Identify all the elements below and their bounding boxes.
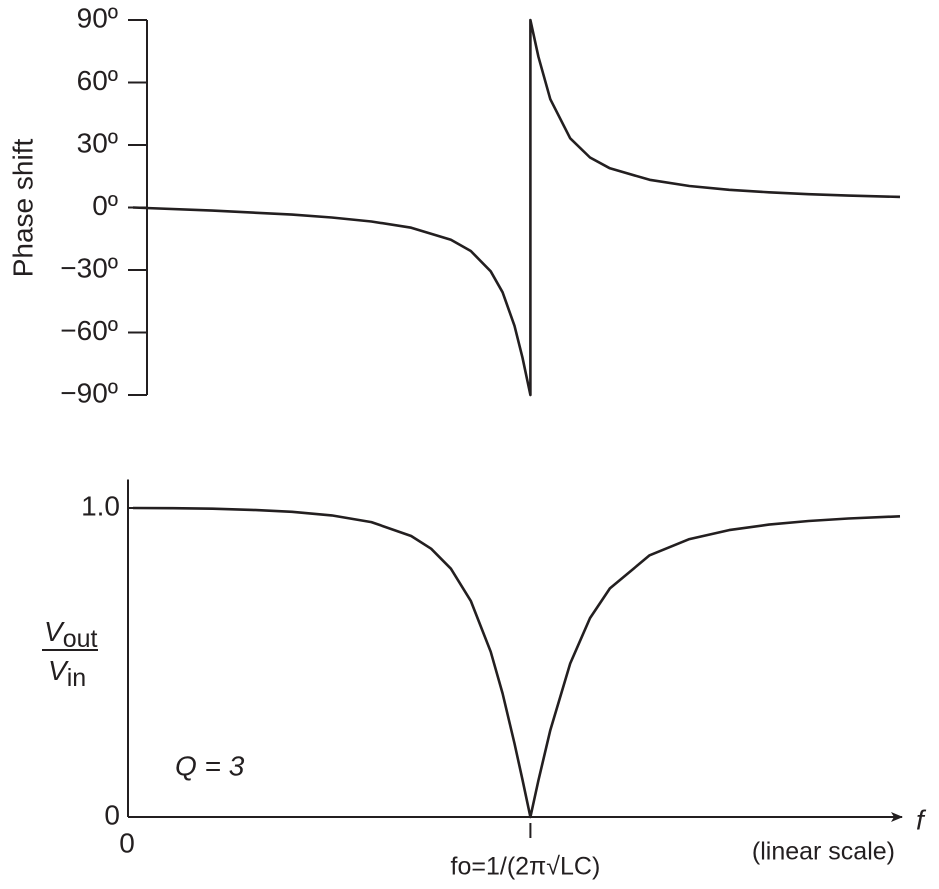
y-tick-label: −90º [60, 377, 118, 408]
x-tick-label: fo=1/(2π√LC) [451, 853, 601, 881]
y-axis-label: Phase shift [7, 139, 38, 278]
curve [132, 506, 901, 819]
y-tick-label: −60º [60, 315, 118, 346]
y-tick-label: 0º [92, 190, 118, 221]
x-axis-label: f [916, 804, 927, 835]
curve [132, 18, 901, 397]
annotation: Q = 3 [175, 750, 245, 781]
y-tick-label: 60º [77, 65, 118, 96]
numerator: Vout [44, 616, 97, 652]
y-tick-label: 30º [77, 127, 118, 158]
y-tick-label: 0 [104, 799, 120, 830]
x-tick-label: 0 [119, 827, 135, 858]
y-tick-label: −30º [60, 252, 118, 283]
y-axis-label: Vout Vin [42, 616, 98, 692]
x-axis-note: (linear scale) [752, 838, 895, 866]
y-tick-label: 1.0 [81, 490, 120, 521]
y-tick-label: 90º [77, 2, 118, 33]
denominator: Vin [48, 655, 86, 691]
